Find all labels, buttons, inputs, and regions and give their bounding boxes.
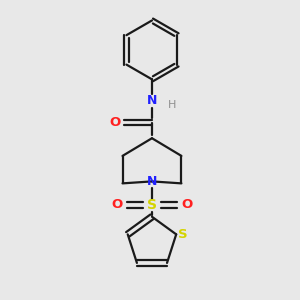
Text: O: O — [111, 199, 122, 212]
Text: O: O — [182, 199, 193, 212]
Text: S: S — [147, 198, 157, 212]
Text: N: N — [147, 175, 157, 188]
Text: O: O — [109, 116, 120, 129]
Text: H: H — [167, 100, 176, 110]
Text: N: N — [147, 94, 157, 107]
Text: S: S — [178, 228, 188, 241]
